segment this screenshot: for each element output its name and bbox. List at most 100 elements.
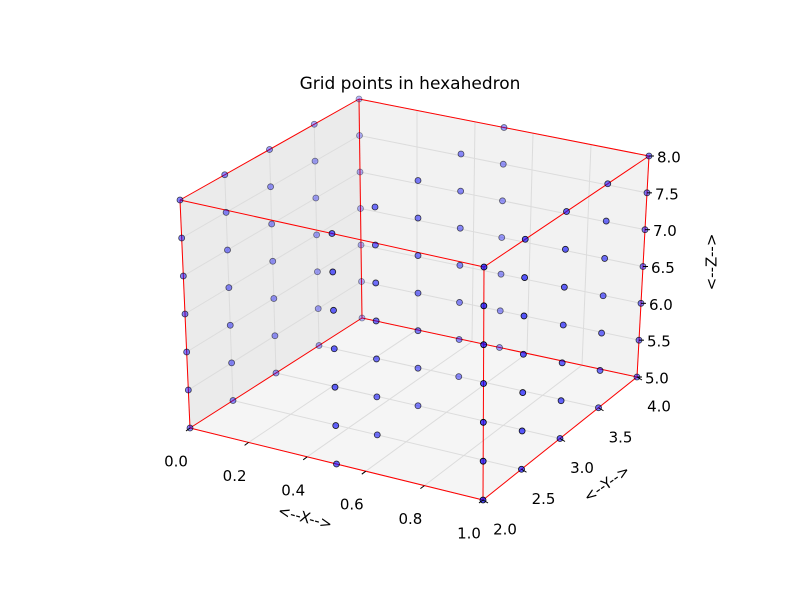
- point: [496, 307, 504, 315]
- grid-line: [361, 281, 640, 341]
- point: [222, 208, 230, 216]
- box-edge: [189, 317, 363, 429]
- point: [333, 460, 340, 468]
- grid-line: [181, 135, 360, 239]
- point: [373, 431, 381, 439]
- tick-mark: [244, 441, 249, 446]
- point: [184, 386, 192, 394]
- point: [312, 194, 320, 202]
- x-tick-label: 1.0: [457, 525, 481, 543]
- point: [500, 124, 508, 131]
- point: [358, 278, 365, 285]
- tick-mark: [559, 438, 566, 442]
- point: [271, 332, 279, 340]
- point: [178, 234, 186, 242]
- point: [225, 284, 233, 292]
- points: [176, 95, 653, 504]
- point: [266, 146, 273, 153]
- point: [563, 208, 570, 215]
- x-tick-label: 0.4: [281, 481, 305, 499]
- point: [228, 359, 236, 367]
- point: [499, 197, 506, 205]
- point: [358, 314, 366, 322]
- point: [371, 241, 379, 249]
- point: [497, 270, 505, 278]
- z-tick-label: 5.5: [647, 333, 671, 351]
- x-tick-label: 0.2: [223, 467, 247, 485]
- point: [498, 234, 506, 241]
- point: [315, 342, 323, 349]
- grid-line: [318, 345, 599, 409]
- grid-line: [188, 281, 362, 391]
- point: [355, 95, 363, 103]
- point: [557, 397, 565, 405]
- point: [414, 252, 422, 259]
- point: [456, 261, 464, 269]
- point: [373, 393, 381, 401]
- point: [480, 302, 488, 310]
- grid-line: [360, 244, 642, 304]
- point: [414, 327, 422, 335]
- y-tick-label: 4.0: [647, 398, 671, 416]
- grid-line: [360, 208, 644, 267]
- point: [480, 380, 487, 387]
- box-edge: [358, 98, 363, 319]
- point: [456, 299, 463, 306]
- y-tick-label: 2.0: [493, 521, 517, 539]
- grid-line: [275, 372, 561, 439]
- grid-line: [186, 244, 362, 353]
- point: [356, 168, 364, 176]
- x-tick-label: 0.0: [164, 453, 188, 471]
- point: [414, 289, 422, 297]
- point: [328, 230, 336, 237]
- z-tick-label: 7.0: [653, 222, 677, 240]
- tick-mark: [598, 407, 604, 412]
- point: [521, 274, 529, 281]
- point: [176, 196, 184, 204]
- point: [562, 245, 569, 253]
- point: [329, 268, 337, 276]
- point: [179, 272, 187, 280]
- point: [414, 364, 422, 372]
- point: [499, 160, 507, 168]
- tick-mark: [521, 468, 527, 473]
- z-axis-label: <--Z-->: [703, 234, 721, 291]
- grid-line: [359, 135, 648, 194]
- box-edge: [361, 317, 638, 378]
- grid-line: [183, 171, 361, 277]
- y-tick-label: 3.5: [609, 428, 633, 446]
- point: [479, 418, 487, 426]
- z-tick-label: 7.5: [655, 185, 679, 203]
- point: [455, 336, 463, 343]
- point: [559, 321, 567, 329]
- point: [455, 373, 463, 381]
- y-tick-label: 3.0: [570, 459, 594, 477]
- point: [414, 177, 422, 184]
- x-tick-label: 0.6: [340, 496, 364, 514]
- point: [457, 187, 465, 195]
- tick-mark: [478, 499, 484, 504]
- point: [314, 268, 321, 276]
- point: [272, 369, 280, 377]
- tick-mark: [482, 499, 489, 504]
- point: [314, 305, 322, 313]
- point: [373, 355, 380, 363]
- z-tick-label: 6.5: [651, 259, 675, 277]
- point: [357, 241, 365, 249]
- point: [330, 306, 337, 314]
- point: [226, 321, 234, 329]
- point: [372, 279, 380, 287]
- point: [457, 150, 465, 158]
- point: [519, 350, 527, 358]
- point: [229, 397, 237, 404]
- point: [520, 312, 528, 320]
- z-tick-label: 6.0: [649, 296, 673, 314]
- point: [371, 203, 379, 211]
- z-tick-label: 5.0: [645, 370, 669, 388]
- point: [356, 132, 363, 139]
- point: [330, 345, 338, 353]
- tick-mark: [302, 456, 308, 461]
- point: [602, 217, 610, 225]
- point: [560, 283, 568, 291]
- point: [269, 257, 277, 265]
